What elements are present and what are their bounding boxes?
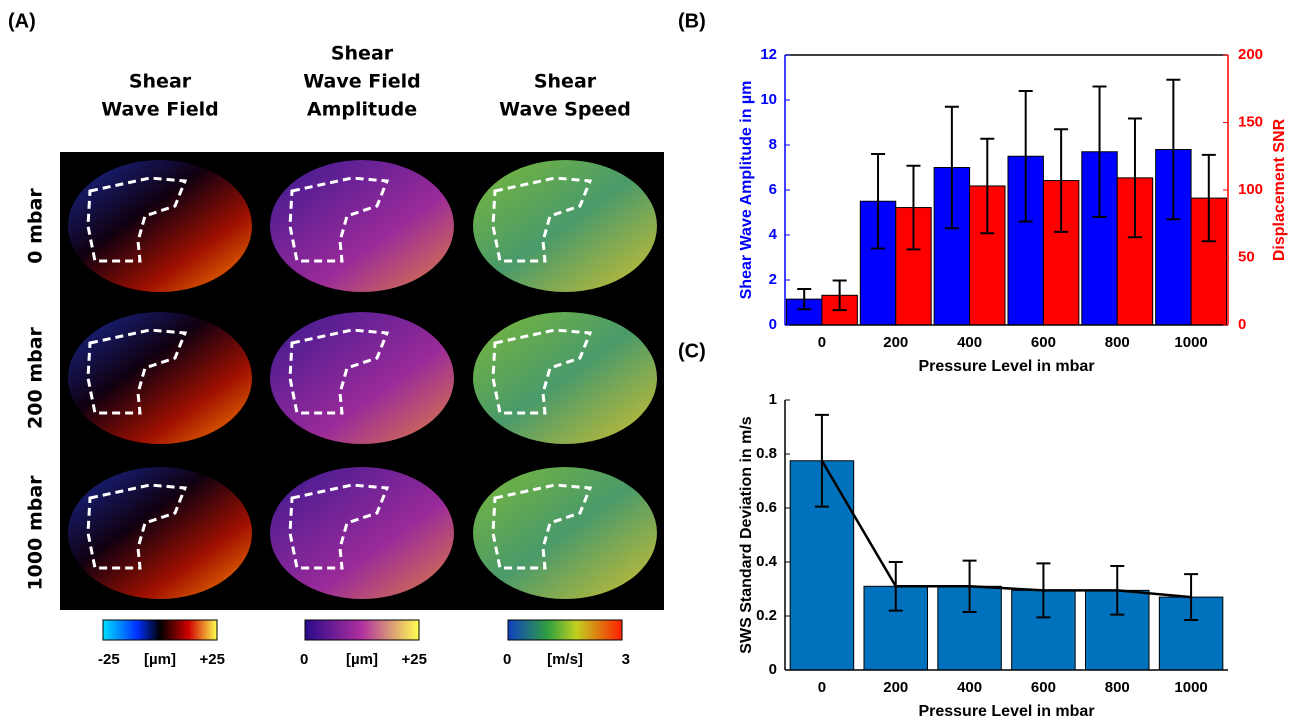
y2-tick-label: 50 [1238,248,1255,265]
colorbar [507,619,623,641]
liver-outline [288,483,390,570]
y-tick-label: 6 [769,181,777,198]
y2-tick-label: 150 [1238,113,1263,130]
column-header: Wave Speed [499,99,631,121]
liver-outline [491,328,593,415]
x-tick-label: 600 [1031,334,1056,351]
error-bar [1018,90,1033,223]
error-bar [906,164,921,251]
y2-tick-label: 100 [1238,181,1263,198]
liver-outline [86,328,188,415]
error-bar [1054,128,1069,233]
colorbar-label: +25 [200,651,225,668]
y-tick-label: 0.6 [756,499,777,516]
y-tick-label: 0 [769,661,777,678]
error-bar [980,137,995,235]
column-header: Wave Field [303,71,420,93]
column-header: Amplitude [307,99,417,121]
y-axis-label: SWS Standard Deviation in m/s [738,416,755,653]
x-tick-label: 800 [1105,679,1130,696]
colorbar [304,619,420,641]
y-tick-label: 10 [760,91,777,108]
mri-image [68,467,252,599]
y-tick-label: 0 [769,316,777,333]
y-tick-label: 1 [769,391,777,408]
x-axis-label: Pressure Level in mbar [918,703,1094,720]
column-header: Wave Field [101,99,218,121]
liver-outline [491,176,593,263]
colorbar-label: 0 [503,651,511,668]
liver-outline [288,176,390,263]
y-axis-label: Shear Wave Amplitude in µm [738,81,755,300]
y2-tick-label: 0 [1238,316,1246,333]
colorbar-label: [µm] [144,651,176,668]
x-tick-label: 600 [1031,679,1056,696]
x-tick-label: 400 [957,334,982,351]
mri-image [68,312,252,444]
liver-outline [86,483,188,570]
error-bar [1092,85,1107,218]
liver-outline [491,483,593,570]
colorbar-label: -25 [98,651,120,668]
mri-image [68,160,252,292]
y-tick-label: 0.2 [756,607,777,624]
colorbar-label: +25 [402,651,427,668]
colorbar-label: [m/s] [547,651,583,668]
error-bar [797,288,812,311]
x-tick-label: 800 [1105,334,1130,351]
y-tick-label: 8 [769,136,777,153]
y2-axis-label: Displacement SNR [1271,118,1288,261]
row-label: 0 mbar [25,188,47,264]
error-bar [832,279,847,312]
error-bar [1166,78,1181,221]
mri-image [270,467,454,599]
mri-image [270,312,454,444]
column-header: Shear [129,71,192,93]
row-label: 1000 mbar [25,475,47,591]
y2-tick-label: 200 [1238,46,1263,63]
y-tick-label: 12 [760,46,777,63]
x-tick-label: 200 [883,679,908,696]
mri-image [473,467,657,599]
mri-image [473,312,657,444]
error-bar [944,105,959,230]
colorbar [102,619,218,641]
x-axis-label: Pressure Level in mbar [918,358,1094,375]
row-label: 200 mbar [25,326,47,428]
colorbar-label: 0 [300,651,308,668]
colorbar-label: [µm] [346,651,378,668]
mri-image [473,160,657,292]
y-tick-label: 0.4 [756,553,778,570]
trend-line [820,460,1192,599]
y-tick-label: 0.8 [756,445,777,462]
x-tick-label: 200 [883,334,908,351]
panel-label: (C) [678,340,706,362]
y-tick-label: 4 [769,226,778,243]
panel-label: (A) [8,10,36,32]
colorbar-label: 3 [622,651,630,668]
panel-label: (B) [678,10,706,32]
error-bar [871,153,886,250]
liver-outline [288,328,390,415]
error-bar [1201,153,1216,243]
x-tick-label: 0 [818,334,826,351]
liver-outline [86,176,188,263]
error-bar [1127,117,1142,239]
column-header: Shear [331,43,394,65]
x-tick-label: 0 [818,679,826,696]
mri-image [270,160,454,292]
x-tick-label: 1000 [1174,679,1207,696]
x-tick-label: 400 [957,679,982,696]
x-tick-label: 1000 [1174,334,1207,351]
column-header: Shear [534,71,597,93]
y-tick-label: 2 [769,271,777,288]
